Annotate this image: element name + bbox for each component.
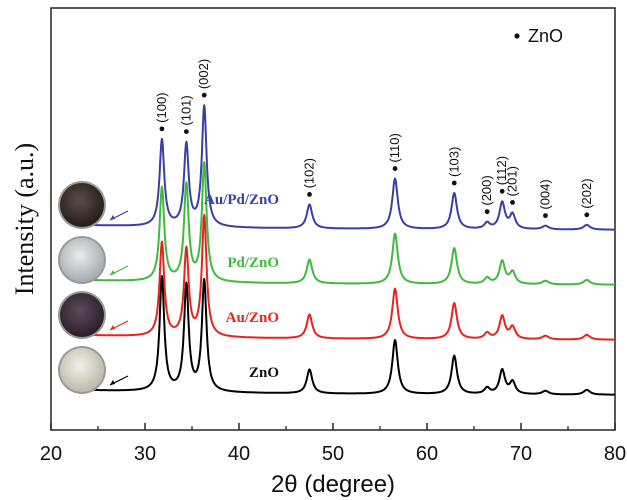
zno-peak-marker [183,129,189,135]
sample-arrowhead [110,215,115,220]
xrd-curve-au-pd-zno [78,104,616,231]
x-tick-label: 70 [510,443,532,465]
peak-label: (110) [387,133,402,162]
peak-label: (112) [494,156,509,185]
series-label: Au/ZnO [226,310,279,326]
xrd-curve-pd-zno [78,161,616,286]
x-tick-label: 60 [416,443,438,465]
zno-peak-marker [201,92,207,98]
xrd-curve-au-zno [78,214,616,341]
sample-arrowhead [110,270,115,275]
peak-label: (101) [178,95,193,125]
x-axis-title: 2θ (degree) [271,471,395,498]
zno-peak-marker [484,209,490,215]
plot-frame [50,7,616,431]
sample-photo [60,293,104,337]
xrd-curve-zno [78,275,616,396]
zno-peak-marker [307,192,312,197]
series-label: Au/Pd/ZnO [204,192,279,208]
peak-labels: (100) (101)(002) (102) (110) (103) (200)(112)… [154,59,594,219]
x-axis-ticks: 20 30 40 50 60 70 80 [40,423,626,465]
x-tick-label: 20 [40,443,62,465]
sample-photo [60,238,104,282]
sample-photo [60,183,104,227]
sample-arrowhead [110,325,115,330]
zno-peak-marker [510,200,515,205]
peak-label: (100) [154,92,169,122]
legend-label: ZnO [528,26,563,46]
peak-label: (103) [446,147,461,177]
peak-label: (202) [579,178,594,208]
series-label: Pd/ZnO [227,255,279,271]
zno-peak-marker [392,166,398,171]
sample-photos [58,181,129,394]
zno-peak-marker [499,188,505,194]
peak-label: (102) [302,158,317,188]
y-axis-title: Intensity (a.u.) [10,143,39,295]
series-layer: ZnO Au/ZnO Pd/ZnO Au/Pd/ZnO [78,104,616,396]
x-tick-label: 80 [604,443,626,465]
peak-label: (002) [196,59,211,89]
zno-peak-marker [451,180,457,186]
sample-photo [60,348,104,392]
zno-peak-marker [584,212,590,218]
x-tick-label: 30 [134,443,156,465]
zno-peak-marker [159,126,165,132]
series-label: ZnO [249,365,279,381]
x-tick-label: 50 [322,443,344,465]
peak-label: (200) [479,175,494,205]
x-tick-label: 40 [228,443,250,465]
legend-marker [514,33,520,39]
zno-peak-marker [543,213,548,219]
peak-label: (004) [537,179,552,209]
sample-arrowhead [110,380,115,385]
peak-label: (201) [505,166,520,196]
legend: ZnO [514,26,563,46]
